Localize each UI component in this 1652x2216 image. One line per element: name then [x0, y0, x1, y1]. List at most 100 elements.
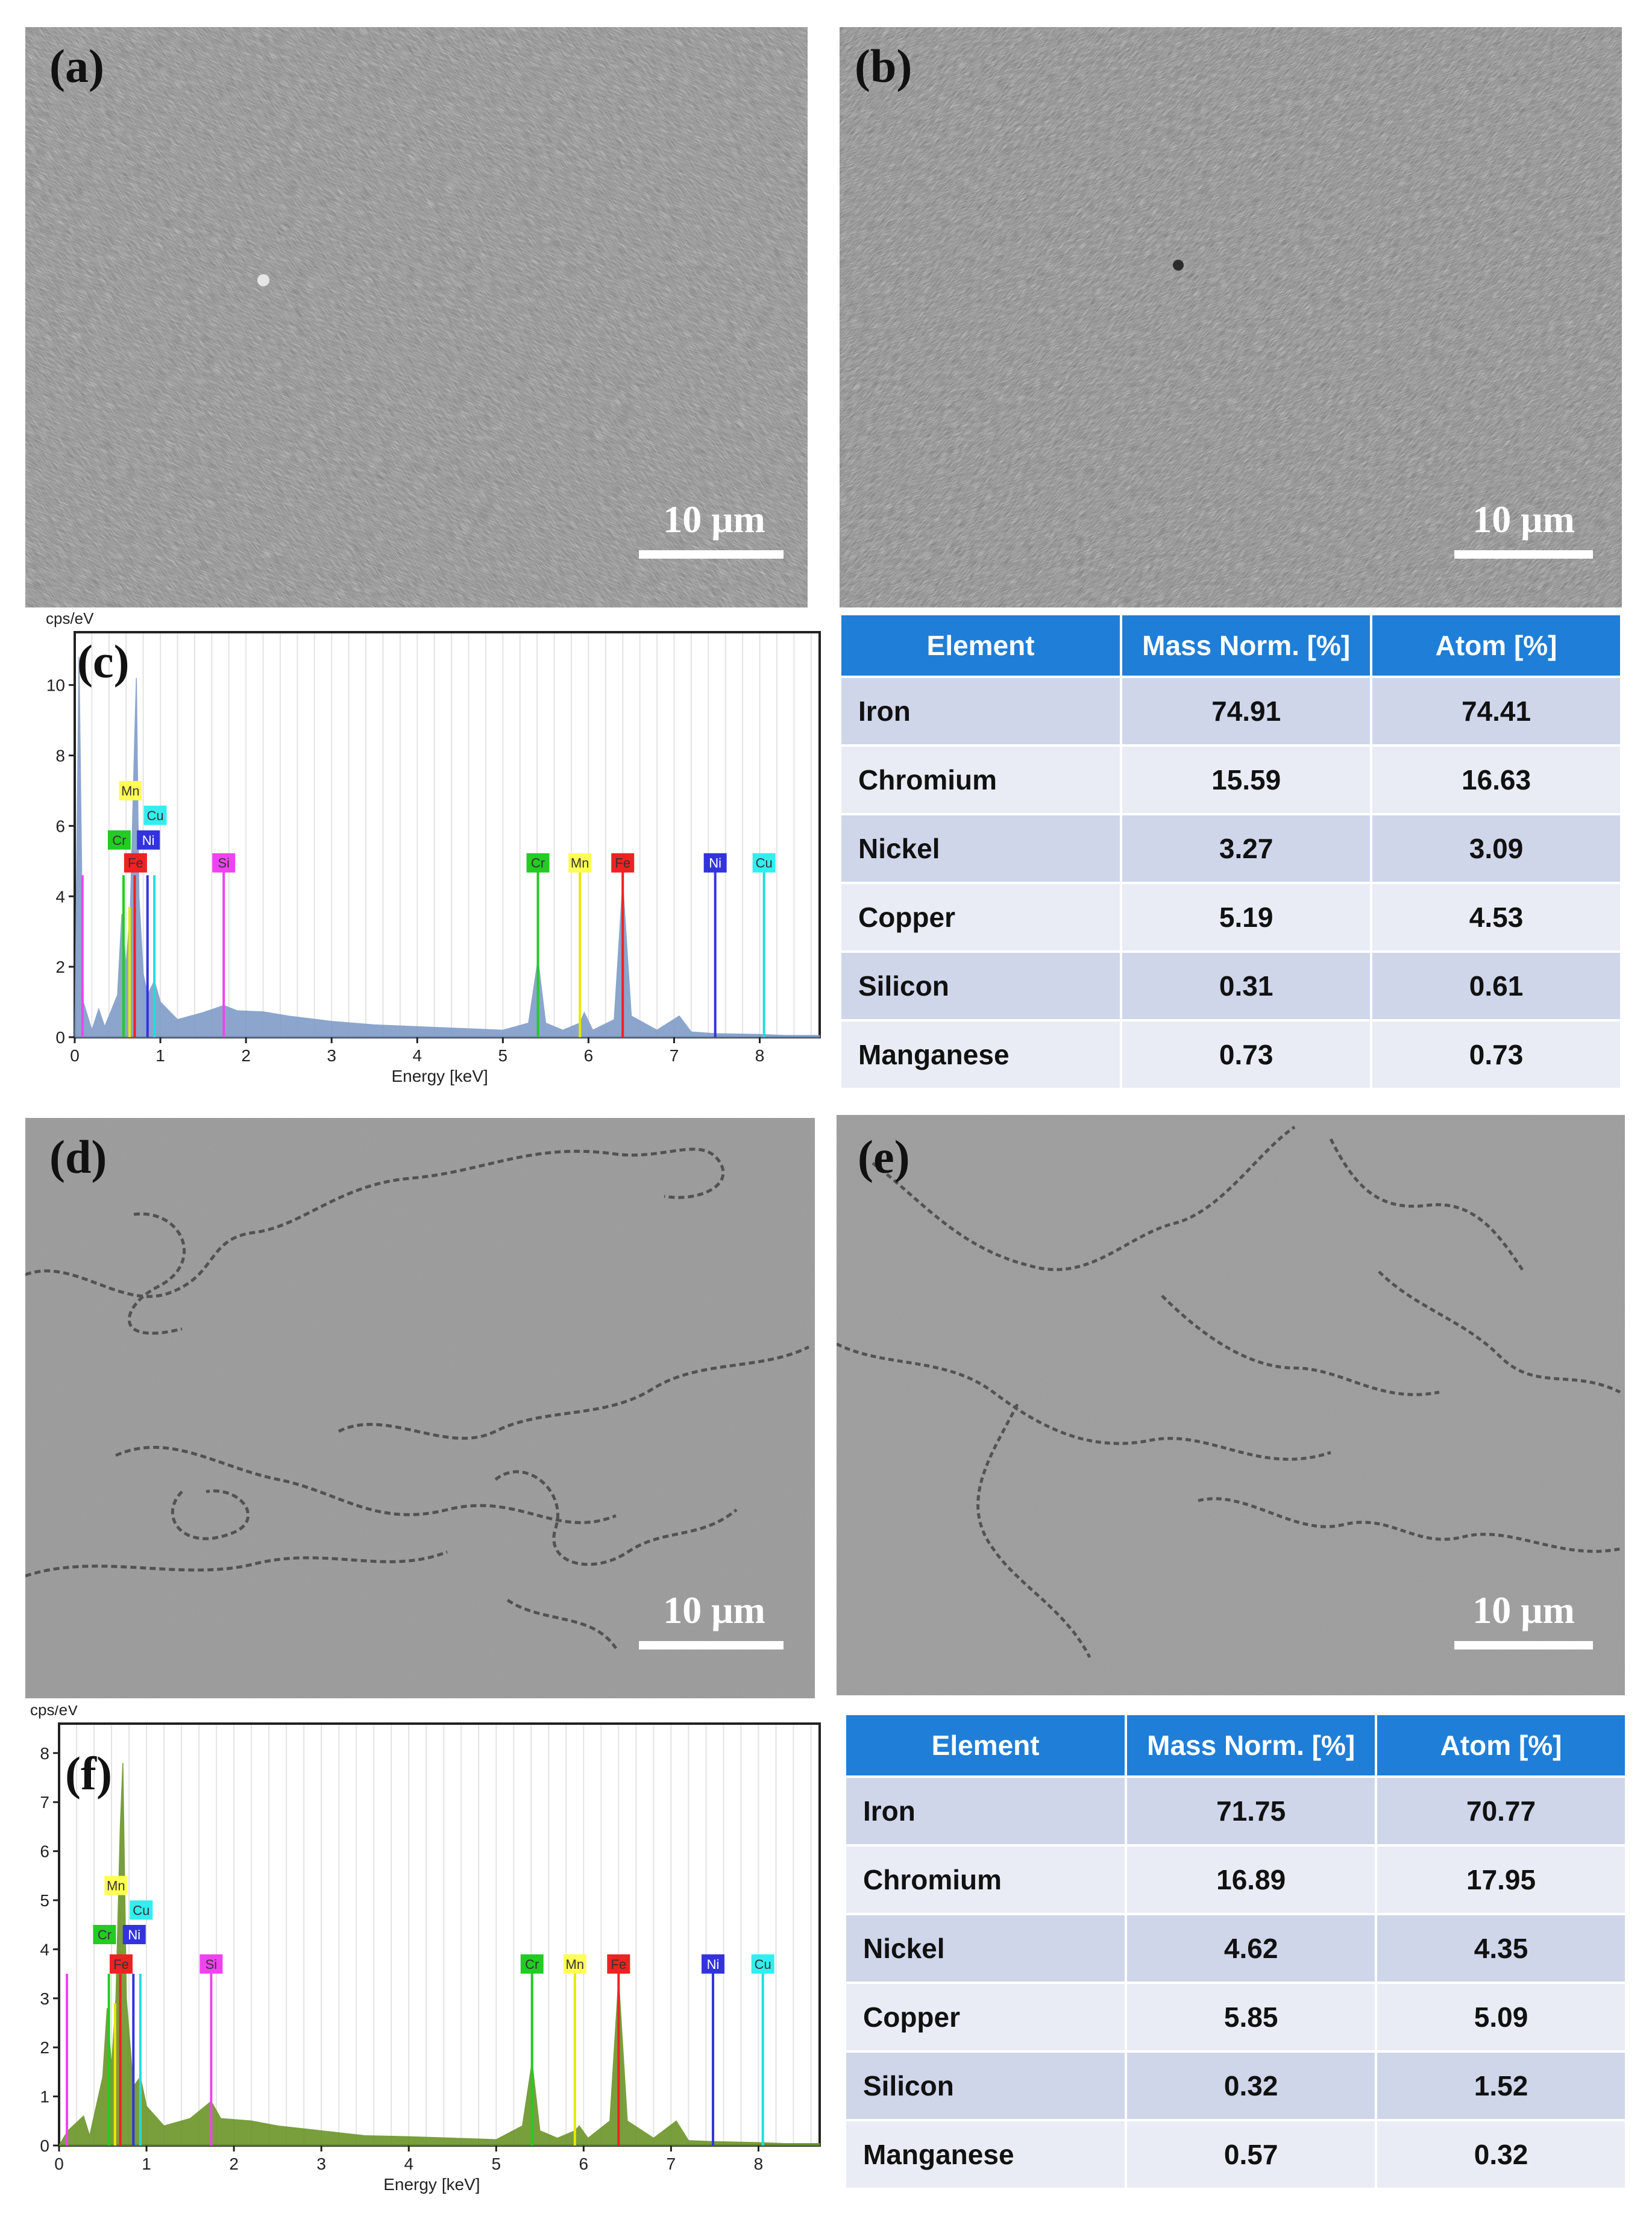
element-tag-box — [143, 805, 167, 825]
panel-label-a: (a) — [49, 40, 104, 92]
panel-label-c: (c) — [77, 635, 130, 688]
table-header-row: Element Mass Norm. [%] Atom [%] — [841, 615, 1620, 676]
element-tag-box — [107, 830, 131, 850]
element-tag: Ni — [709, 856, 721, 871]
panel-label-e: (e) — [858, 1131, 910, 1183]
element-tag: Mn — [571, 856, 589, 871]
element-name: Silicon — [846, 2053, 1125, 2119]
value-cell: 1.52 — [1377, 2053, 1625, 2119]
y-tick-label: 6 — [40, 1842, 49, 1861]
x-tick-label: 7 — [670, 1046, 679, 1065]
element-name: Nickel — [846, 1915, 1125, 1982]
x-tick-label: 8 — [754, 2155, 764, 2173]
y-tick-label: 1 — [40, 2088, 49, 2106]
panel-label-f: (f) — [65, 1747, 112, 1800]
value-cell: 71.75 — [1127, 1778, 1375, 1844]
element-tag: Ni — [707, 1957, 720, 1972]
element-tag: Cr — [525, 1957, 539, 1972]
table-row: Manganese 0.73 0.73 — [841, 1022, 1620, 1088]
table-row: Silicon 0.32 1.52 — [846, 2053, 1625, 2119]
scale-bar-label-e: 10 μm — [1472, 1589, 1575, 1631]
table-header: Atom [%] — [1377, 1715, 1625, 1775]
value-cell: 0.31 — [1122, 953, 1371, 1019]
element-tag: Cr — [98, 1927, 111, 1942]
table-row: Nickel 4.62 4.35 — [846, 1915, 1625, 1982]
value-cell: 16.89 — [1127, 1847, 1375, 1913]
table-row: Iron 74.91 74.41 — [841, 678, 1620, 744]
table-row: Copper 5.85 5.09 — [846, 1984, 1625, 2050]
x-tick-label: 6 — [579, 2155, 589, 2173]
element-tag-box — [607, 1954, 630, 1974]
sem-image-e: (e) 10 μm — [837, 1115, 1625, 1695]
value-cell: 16.63 — [1372, 747, 1620, 813]
x-tick-label: 3 — [316, 2155, 326, 2173]
element-tag: Cu — [146, 808, 163, 823]
table-row: Silicon 0.31 0.61 — [841, 953, 1620, 1019]
element-tag-box — [119, 780, 142, 800]
composition-table-f: Element Mass Norm. [%] Atom [%] Iron 71.75 70… — [844, 1713, 1627, 2190]
value-cell: 4.53 — [1372, 884, 1620, 950]
value-cell: 0.73 — [1372, 1022, 1620, 1088]
x-tick-label: 2 — [229, 2155, 239, 2173]
value-cell: 4.62 — [1127, 1915, 1375, 1982]
element-tag: Si — [206, 1957, 218, 1972]
x-tick-label: 1 — [155, 1046, 165, 1065]
element-name: Iron — [841, 678, 1120, 744]
element-tag-box — [109, 1954, 133, 1974]
scale-bar-label-a: 10 μm — [663, 498, 765, 541]
x-tick-label: 7 — [667, 2155, 676, 2173]
x-tick-label: 2 — [241, 1046, 251, 1065]
element-tag-box — [520, 1954, 544, 1974]
value-cell: 15.59 — [1122, 747, 1371, 813]
element-tag-box — [122, 1925, 146, 1944]
element-name: Manganese — [841, 1022, 1120, 1088]
y-tick-label: 3 — [40, 1989, 49, 2008]
eds-spectrum-f: Mn Cu Cr Ni Fe Si Cr Mn Fe Ni Cu 0 1 2 3 4 5 6 7 8 0 1 2 3 4 5 6 7 8… — [24, 1701, 826, 2194]
value-cell: 17.95 — [1377, 1847, 1625, 1913]
element-tag-box — [751, 1954, 774, 1974]
x-tick-label: 5 — [498, 1046, 508, 1065]
scale-bar-e — [1454, 1641, 1593, 1649]
y-tick-label: 7 — [40, 1793, 49, 1812]
element-tag: Cr — [531, 856, 545, 871]
scale-bar-label-b: 10 μm — [1472, 498, 1575, 541]
composition-table-c: Element Mass Norm. [%] Atom [%] Iron 74.91 74… — [839, 613, 1622, 1090]
table-header: Mass Norm. [%] — [1127, 1715, 1375, 1775]
table-row: Iron 71.75 70.77 — [846, 1778, 1625, 1844]
element-tag-box — [568, 853, 592, 873]
y-tick-label: 6 — [55, 817, 65, 835]
y-axis-label: cps/eV — [46, 612, 94, 627]
panel-label-d: (d) — [49, 1131, 107, 1183]
x-tick-label: 1 — [142, 2155, 151, 2173]
element-name: Copper — [846, 1984, 1125, 2050]
element-tag: Fe — [615, 856, 630, 871]
sem-image-d: (d) 10 μm — [25, 1118, 815, 1698]
x-tick-label: 0 — [54, 2155, 64, 2173]
element-tag-box — [199, 1954, 223, 1974]
value-cell: 3.09 — [1372, 815, 1620, 882]
element-name: Copper — [841, 884, 1120, 950]
panel-label-b: (b) — [855, 40, 912, 92]
element-tag: Mn — [107, 1879, 125, 1894]
element-tag-box — [702, 1954, 725, 1974]
table-header: Atom [%] — [1372, 615, 1620, 676]
value-cell: 5.09 — [1377, 1984, 1625, 2050]
table-header: Mass Norm. [%] — [1122, 615, 1371, 676]
element-tag-box — [752, 853, 776, 873]
value-cell: 0.73 — [1122, 1022, 1371, 1088]
y-tick-label: 2 — [40, 2038, 49, 2057]
element-tag-box — [526, 853, 550, 873]
x-tick-label: 0 — [70, 1046, 80, 1065]
sem-image-b: (b) 10 μm — [840, 27, 1622, 607]
table-row: Manganese 0.57 0.32 — [846, 2121, 1625, 2188]
table-row: Chromium 16.89 17.95 — [846, 1847, 1625, 1913]
eds-spectrum-c: Mn Cu Cr Ni Fe Si Cr Mn Fe Ni Cu 0 1 2 3 4 5 6 7 8 0 2 4 6 8 10 cp… — [24, 609, 826, 1094]
table-header: Element — [841, 615, 1120, 676]
element-name: Chromium — [841, 747, 1120, 813]
element-tag: Ni — [142, 833, 155, 848]
y-tick-label: 4 — [55, 887, 65, 906]
x-tick-label: 6 — [584, 1046, 594, 1065]
element-tag-box — [104, 1875, 128, 1895]
table-header-row: Element Mass Norm. [%] Atom [%] — [846, 1715, 1625, 1775]
value-cell: 5.85 — [1127, 1984, 1375, 2050]
